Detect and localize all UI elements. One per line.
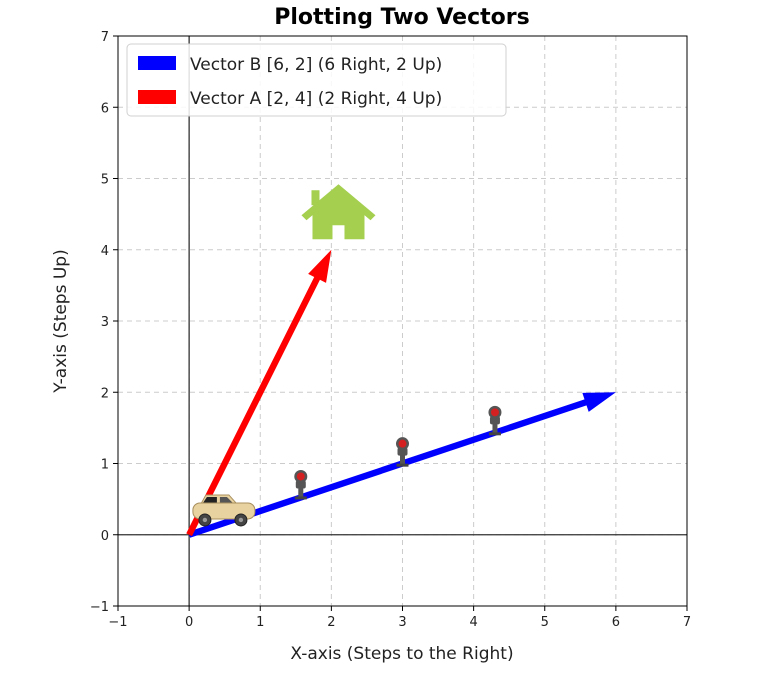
y-tick-label-6: 5 bbox=[101, 173, 109, 188]
legend-label-vector-a: Vector A [2, 4] (2 Right, 4 Up) bbox=[190, 89, 442, 109]
legend-label-vector-b: Vector B [6, 2] (6 Right, 2 Up) bbox=[190, 55, 442, 75]
legend-swatch-vector-b bbox=[138, 56, 176, 70]
x-axis-title: X-axis (Steps to the Right) bbox=[290, 644, 513, 664]
y-tick-label-7: 6 bbox=[101, 101, 109, 116]
y-tick-label-0: −1 bbox=[90, 600, 109, 615]
x-tick-label-2: 1 bbox=[256, 615, 264, 630]
traffic-light-icon bbox=[294, 469, 308, 500]
legend-swatch-vector-a bbox=[138, 90, 176, 104]
y-tick-label-8: 7 bbox=[101, 30, 109, 45]
y-tick-label-1: 0 bbox=[101, 529, 109, 544]
x-tick-label-7: 6 bbox=[612, 615, 620, 630]
x-tick-label-6: 5 bbox=[541, 615, 549, 630]
x-tick-label-8: 7 bbox=[683, 615, 691, 630]
x-tick-label-3: 2 bbox=[327, 615, 335, 630]
car-icon bbox=[192, 494, 256, 527]
y-tick-label-2: 1 bbox=[101, 458, 109, 473]
ticks: −1 0 1 2 3 4 5 6 7 −1 0 1 2 3 4 5 6 7 bbox=[90, 30, 691, 630]
x-tick-label-4: 3 bbox=[398, 615, 406, 630]
markers bbox=[192, 184, 502, 527]
y-tick-label-3: 2 bbox=[101, 386, 109, 401]
y-tick-label-4: 3 bbox=[101, 315, 109, 330]
x-tick-label-0: −1 bbox=[108, 615, 127, 630]
zero-axis-lines bbox=[118, 36, 687, 606]
vectors bbox=[186, 249, 616, 538]
y-axis-title: Y-axis (Steps Up) bbox=[51, 249, 71, 393]
legend-box bbox=[126, 43, 507, 117]
chart-title: Plotting Two Vectors bbox=[274, 5, 529, 30]
x-tick-label-1: 0 bbox=[185, 615, 193, 630]
legend: Vector B [6, 2] (6 Right, 2 Up) Vector A… bbox=[126, 43, 507, 117]
traffic-light-icon bbox=[488, 405, 502, 436]
vector-a-arrow bbox=[186, 249, 332, 537]
x-tick-label-5: 4 bbox=[469, 615, 477, 630]
house-icon bbox=[301, 184, 376, 240]
y-tick-label-5: 4 bbox=[101, 244, 109, 259]
traffic-light-icon bbox=[396, 437, 409, 467]
